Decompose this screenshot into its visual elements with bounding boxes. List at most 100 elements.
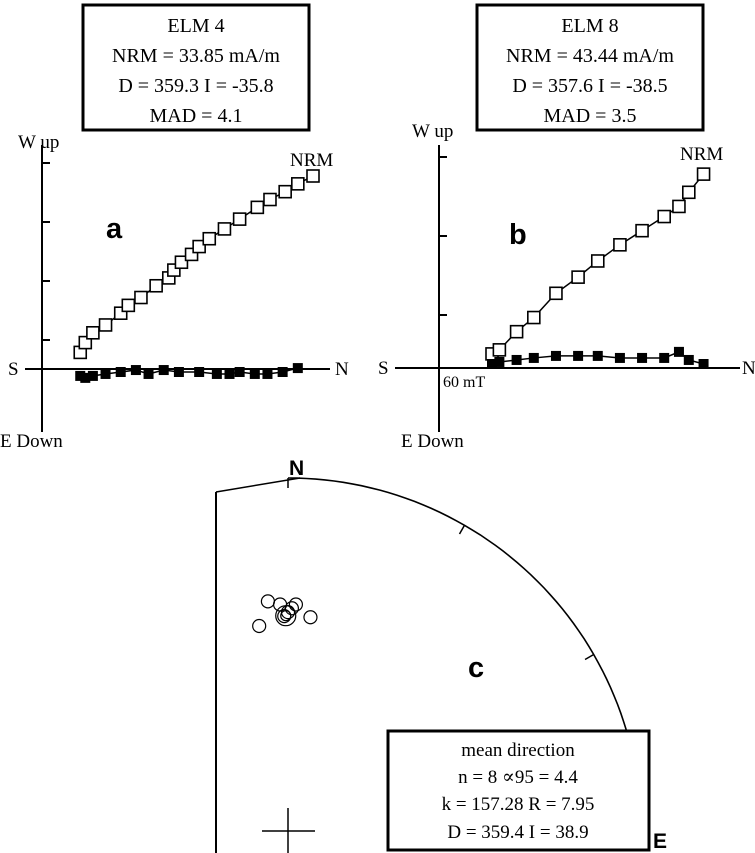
panel-b-axis-down-label: E Down: [401, 431, 464, 452]
stereonet-tick: [584, 653, 595, 661]
panel-b-sample-name: ELM 8: [561, 15, 618, 37]
stereonet-tick: [458, 524, 466, 535]
panel-a-vertical-projection-line: [79, 175, 314, 353]
stereonet-mean-point: [280, 610, 292, 622]
panel-a-open-square-point: [202, 231, 217, 246]
stereonet-direction-point: [303, 610, 318, 625]
panel-a-direction: D = 359.3 I = -35.8: [118, 75, 273, 97]
panel-b-filled-square-point: [573, 350, 584, 361]
panel-c-info-box: [386, 729, 651, 852]
panel-c-mean-direction: D = 359.4 I = 38.9: [447, 822, 588, 843]
stereonet-direction-point: [272, 597, 288, 612]
panel-c-n-alpha95: n = 8 ∝95 = 4.4: [458, 767, 578, 788]
panel-a-filled-square-point: [115, 367, 126, 377]
panel-a-open-square-point: [217, 222, 232, 236]
panel-b-filled-square-point: [659, 352, 670, 363]
panel-a-filled-square-point: [262, 368, 273, 379]
stereonet-direction-point: [260, 594, 276, 609]
panel-a-filled-square-point: [277, 367, 288, 377]
panel-c-letter: c: [468, 652, 484, 684]
panel-a-filled-square-point: [194, 367, 205, 377]
panel-a-open-square-point: [291, 177, 305, 191]
panel-b-open-square-point: [681, 185, 696, 200]
panel-b-open-square-point: [509, 324, 524, 339]
panel-a-filled-square-point: [249, 368, 260, 379]
panel-b-open-square-point: [696, 167, 711, 181]
panel-a-open-square-point: [78, 335, 93, 350]
panel-a-open-square-point: [192, 239, 206, 254]
panel-a-sample-name: ELM 4: [167, 15, 224, 37]
panel-a-open-square-point: [121, 298, 136, 313]
panel-a-open-square-point: [149, 278, 163, 293]
panel-a-open-square-point: [86, 325, 100, 340]
panel-a-open-square-point: [263, 192, 277, 207]
panel-a-open-square-point: [98, 318, 113, 332]
panel-a-filled-square-point: [130, 365, 141, 376]
panel-c-box-title: mean direction: [461, 740, 575, 761]
stereonet-north-label: N: [289, 457, 304, 480]
panel-b-plot: [485, 167, 711, 369]
panel-b-mad: MAD = 3.5: [544, 105, 637, 127]
panel-a-axis-left-label: S: [8, 359, 19, 380]
panel-b-axis-up-label: W up: [412, 121, 453, 142]
panel-b-open-square-point: [549, 286, 563, 301]
panel-b-open-square-point: [590, 254, 605, 268]
panel-a-axis-right-label: N: [335, 359, 349, 380]
panel-b-open-square-point: [635, 223, 649, 238]
panel-a-nrm-label: NRM: [290, 150, 333, 171]
panel-b-direction: D = 357.6 I = -38.5: [512, 75, 667, 97]
panel-b-open-square-point: [613, 238, 627, 252]
panel-c: N E c mean direction n = 8 ∝95 = 4.4 k =…: [215, 457, 667, 853]
panel-b-open-square-point: [527, 310, 541, 325]
panel-a-nrm-intensity: NRM = 33.85 mA/m: [112, 45, 280, 67]
panel-b-filled-square-point: [673, 346, 684, 357]
panel-b-axis-right-label: N: [742, 358, 755, 379]
panel-b-filled-square-point: [637, 352, 648, 363]
panel-b-nrm-intensity: NRM = 43.44 mA/m: [506, 45, 674, 67]
panel-a-axis-up-label: W up: [18, 132, 59, 153]
panel-b-open-square-point: [657, 209, 672, 224]
panel-a-plot: [73, 169, 320, 383]
panel-a-open-square-point: [134, 290, 148, 305]
panel-a-filled-square-point: [100, 368, 111, 379]
stereonet-east-label: E: [653, 830, 667, 853]
panel-b-open-square-point: [571, 270, 585, 284]
panel-a-open-square-point: [306, 169, 320, 183]
panel-a-filled-square-point: [224, 368, 235, 379]
panel-b-axis-left-label: S: [378, 358, 389, 379]
panel-b-filled-square-point: [592, 350, 603, 361]
panel-b-filled-square-point: [550, 350, 561, 361]
panel-a-axis-down-label: E Down: [0, 431, 63, 452]
panel-b-filled-square-point: [683, 354, 694, 365]
panel-b-step-label: 60 mT: [443, 374, 485, 391]
panel-b: ELM 8 NRM = 43.44 mA/m D = 357.6 I = -38…: [378, 3, 755, 452]
panel-a-filled-square-point: [143, 368, 154, 379]
panel-b-open-square-point: [492, 343, 507, 357]
panel-b-nrm-label: NRM: [680, 144, 723, 165]
panel-a-filled-square-point: [211, 368, 222, 379]
panel-a-open-square-point: [250, 200, 265, 215]
panel-b-filled-square-point: [614, 352, 625, 363]
panel-a-open-square-point: [174, 255, 189, 270]
panel-a-mad: MAD = 4.1: [150, 105, 243, 127]
panel-c-k-r: k = 157.28 R = 7.95: [442, 794, 595, 815]
panel-b-info-box: [475, 3, 705, 132]
panel-a-filled-square-point: [234, 367, 245, 377]
panel-a-open-square-point: [278, 184, 292, 199]
panel-b-filled-square-point: [528, 352, 539, 363]
panel-a-open-square-point: [232, 212, 247, 226]
panel-b-filled-square-point: [698, 359, 709, 369]
stereonet-direction-point: [288, 597, 304, 612]
panel-a-filled-square-point: [173, 367, 184, 377]
panel-a: ELM 4 NRM = 33.85 mA/m D = 359.3 I = -35…: [0, 3, 349, 452]
panel-a-letter: a: [106, 213, 123, 245]
panel-a-filled-square-point: [158, 365, 169, 376]
panel-b-open-square-point: [672, 199, 686, 214]
stereonet-direction-point: [252, 618, 267, 634]
panel-b-filled-square-point: [494, 356, 505, 367]
panel-b-letter: b: [509, 219, 527, 251]
panel-a-filled-square-point: [87, 370, 98, 381]
stereonet-alpha95-circle: [275, 605, 297, 627]
panel-a-filled-square-point: [292, 363, 303, 374]
